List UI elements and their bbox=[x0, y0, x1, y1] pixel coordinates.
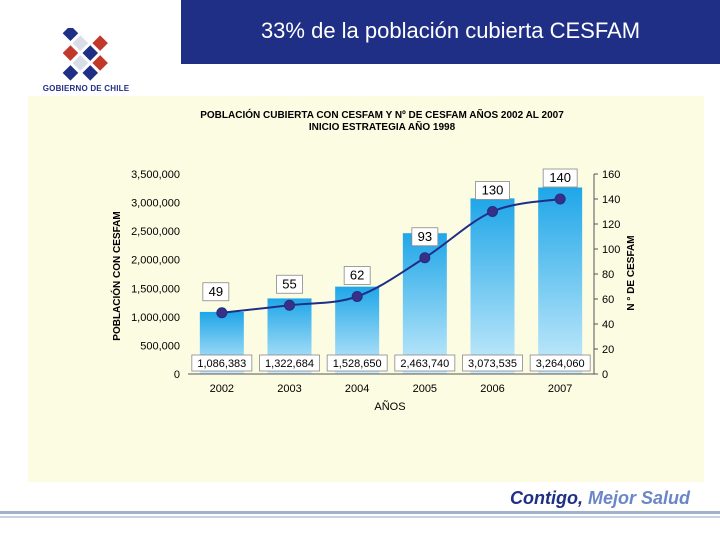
cesfam-label-box bbox=[276, 274, 303, 294]
y2-tick-label: 120 bbox=[602, 219, 620, 231]
bar-value-label-box bbox=[529, 354, 591, 372]
logo-text: GOBIERNO DE CHILE bbox=[42, 84, 130, 93]
y-tick-label: 500,000 bbox=[140, 340, 180, 352]
chart: POBLACIÓN CUBIERTA CON CESFAM Y Nº DE CE… bbox=[110, 108, 637, 413]
x-tick-label: 2003 bbox=[277, 383, 301, 395]
y-tick-label: 3,000,000 bbox=[131, 198, 180, 210]
cesfam-label-box bbox=[343, 266, 371, 285]
x-axis-label: AÑOS bbox=[374, 400, 405, 413]
slide-title: 33% de la población cubierta CESFAM bbox=[260, 18, 641, 43]
bar-value-label: 2,463,740 bbox=[400, 358, 449, 370]
y-tick-label: 2,000,000 bbox=[131, 255, 180, 267]
y-tick-label: 1,500,000 bbox=[131, 283, 180, 295]
bar-2006 bbox=[470, 198, 515, 374]
y2-tick-label: 40 bbox=[602, 319, 614, 331]
cesfam-label-box bbox=[411, 227, 439, 247]
header-band bbox=[181, 0, 720, 64]
x-tick-label: 2002 bbox=[210, 383, 234, 395]
chart-title: POBLACIÓN CUBIERTA CON CESFAM Y Nº DE CE… bbox=[200, 108, 564, 121]
x-tick-label: 2006 bbox=[480, 383, 504, 395]
bar-value-label-box bbox=[394, 354, 456, 372]
cesfam-label: 130 bbox=[482, 183, 504, 198]
y-tick-label: 0 bbox=[174, 369, 180, 381]
y2-tick-label: 60 bbox=[602, 294, 614, 306]
cesfam-label: 140 bbox=[549, 170, 571, 185]
y2-tick-label: 140 bbox=[602, 194, 620, 206]
y2-tick-label: 100 bbox=[602, 244, 620, 256]
cesfam-label: 55 bbox=[282, 276, 296, 291]
cesfam-point-2002 bbox=[216, 307, 228, 319]
bar-value-label: 1,086,383 bbox=[197, 358, 246, 370]
bar-value-label-box bbox=[462, 354, 523, 372]
cesfam-label: 62 bbox=[350, 268, 364, 283]
y2-tick-label: 0 bbox=[602, 369, 608, 381]
y2-tick-label: 80 bbox=[602, 269, 614, 281]
cesfam-point-2004 bbox=[351, 291, 363, 302]
bar-value-label-box bbox=[259, 354, 320, 372]
slogan: Contigo, Mejor Salud bbox=[470, 488, 690, 509]
y2-axis-label: N ° DE CESFAM bbox=[626, 235, 637, 310]
cesfam-label-box bbox=[202, 282, 230, 302]
cesfam-label: 93 bbox=[418, 229, 432, 244]
cesfam-label: 49 bbox=[209, 284, 223, 299]
y2-tick-label: 160 bbox=[602, 169, 620, 181]
y-tick-label: 2,500,000 bbox=[131, 226, 180, 238]
slogan-part1: Contigo, bbox=[510, 488, 583, 508]
slogan-part2: Mejor Salud bbox=[582, 488, 690, 508]
chart-panel: POBLACIÓN CUBIERTA CON CESFAM Y Nº DE CE… bbox=[28, 96, 704, 482]
chart-subtitle: INICIO ESTRATEGIA AÑO 1998 bbox=[309, 120, 456, 133]
y2-tick-label: 20 bbox=[602, 344, 614, 356]
y-tick-label: 1,000,000 bbox=[131, 312, 180, 324]
bar-2007 bbox=[538, 187, 583, 374]
x-tick-label: 2007 bbox=[548, 383, 572, 395]
bar-value-label-box bbox=[191, 354, 253, 372]
x-tick-label: 2004 bbox=[345, 383, 369, 395]
y-axis-label: POBLACIÓN CON CESFAM bbox=[110, 211, 123, 340]
bar-value-label-box bbox=[326, 354, 388, 372]
gobierno-logo-icon bbox=[62, 28, 108, 81]
cesfam-label-box bbox=[542, 168, 578, 188]
bar-value-label: 1,528,650 bbox=[333, 358, 382, 370]
cesfam-label-box bbox=[475, 181, 510, 200]
bar-value-label: 3,264,060 bbox=[536, 358, 585, 370]
cesfam-point-2007 bbox=[554, 193, 566, 205]
x-tick-label: 2005 bbox=[413, 383, 437, 395]
cesfam-point-2003 bbox=[284, 299, 295, 311]
footer-line-secondary bbox=[0, 516, 720, 518]
cesfam-point-2006 bbox=[487, 206, 498, 217]
cesfam-point-2005 bbox=[419, 252, 431, 264]
bar-value-label: 3,073,535 bbox=[468, 358, 517, 370]
bar-value-label: 1,322,684 bbox=[265, 358, 314, 370]
footer-line bbox=[0, 511, 720, 514]
y-tick-label: 3,500,000 bbox=[131, 169, 180, 181]
